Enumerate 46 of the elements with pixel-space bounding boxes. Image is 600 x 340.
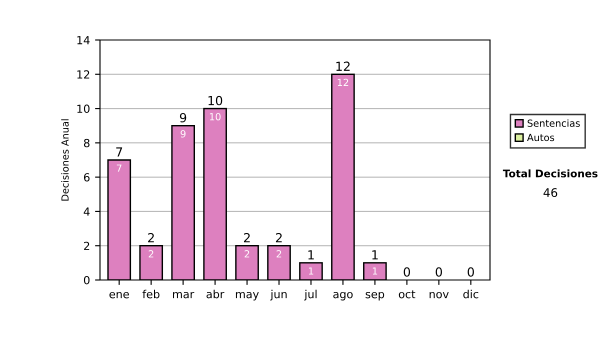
x-tick-label: oct	[398, 290, 416, 298]
total-label: 9	[180, 112, 186, 122]
legend-label: Autos	[527, 134, 554, 142]
total-label: 12	[336, 62, 350, 71]
data-label: 1	[372, 267, 378, 275]
text: Total Decisiones	[502, 169, 598, 178]
data-label: 1	[308, 267, 314, 275]
x-tick-label: ago	[333, 292, 353, 300]
total-label: 2	[276, 232, 282, 242]
y-tick-label: 0	[84, 276, 90, 284]
y-tick-label: 2	[84, 242, 90, 250]
x-tick-label: abr	[206, 290, 224, 298]
y-tick-label: 4	[84, 208, 90, 216]
y-tick-label: 6	[84, 173, 90, 182]
total-label: 2	[244, 232, 250, 242]
x-tick-label: may	[236, 292, 259, 300]
total-label: 0	[436, 267, 442, 277]
total-label: 7	[116, 147, 122, 157]
data-label: 2	[276, 250, 282, 258]
x-tick-label: dic	[463, 290, 478, 298]
data-label: 2	[148, 250, 154, 258]
x-tick-label: mar	[173, 292, 194, 298]
x-tick-label: feb	[142, 290, 160, 298]
data-label: 12	[338, 78, 348, 86]
data-label: 10	[210, 113, 221, 120]
total-label: 1	[372, 250, 378, 260]
total-label: 2	[148, 232, 154, 242]
x-tick-label: nov	[430, 292, 449, 298]
text: 46	[544, 188, 558, 198]
y-tick-label: 10	[77, 104, 90, 113]
y-tick-label: 8	[84, 138, 90, 148]
x-tick-label: jun	[270, 290, 287, 300]
legend-label: Sentencias	[528, 119, 580, 127]
data-label: 7	[116, 164, 122, 172]
total-label: 1	[308, 250, 314, 260]
y-tick-label: 14	[77, 36, 90, 44]
total-label: 10	[208, 96, 222, 106]
total-label: 0	[404, 267, 410, 277]
x-tick-label: sep	[366, 292, 384, 300]
total-label: 0	[468, 267, 474, 277]
data-label: 9	[180, 130, 186, 138]
y-axis-title: Decisiones Anual	[61, 119, 69, 201]
data-label: 2	[244, 250, 250, 258]
x-tick-label: ene	[109, 292, 129, 298]
y-tick-label: 12	[77, 70, 90, 79]
x-tick-label: jul	[304, 290, 317, 300]
